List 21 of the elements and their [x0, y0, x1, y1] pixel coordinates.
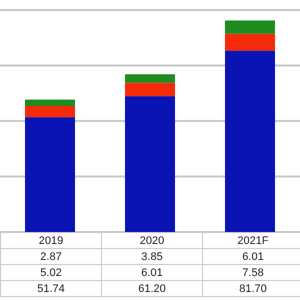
- x-tick-label: 2020: [102, 232, 202, 248]
- x-tick-label: 2019: [0, 232, 102, 248]
- bar: [225, 20, 275, 34]
- data-label: 6.01: [102, 264, 202, 280]
- data-label: 3.85: [102, 248, 202, 264]
- bar: [125, 74, 175, 83]
- bar: [125, 82, 175, 96]
- data-label: 6.01: [202, 248, 300, 264]
- bar: [225, 50, 275, 232]
- bar: [25, 106, 75, 118]
- data-label: 7.58: [202, 264, 300, 280]
- data-label: 61.20: [102, 280, 202, 296]
- data-label: 2.87: [0, 248, 102, 264]
- bar: [25, 100, 75, 106]
- bar: [125, 96, 175, 232]
- bar: [225, 34, 275, 51]
- bar: [25, 117, 75, 232]
- data-label: 51.74: [0, 280, 102, 296]
- data-label: 5.02: [0, 264, 102, 280]
- data-label: 81.70: [202, 280, 300, 296]
- x-tick-label: 2021F: [202, 232, 300, 248]
